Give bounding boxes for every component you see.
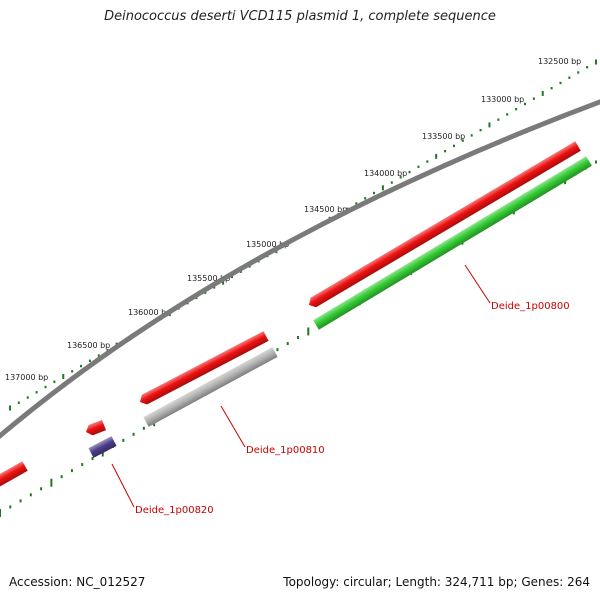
feature-gene-1p00820 <box>86 419 106 436</box>
feature-shape <box>140 331 269 405</box>
feature-cds-1p00800 <box>313 156 592 330</box>
accession-text: Accession: NC_012527 <box>9 575 146 589</box>
feature-other-1p00820 <box>88 436 117 458</box>
label-leader-line <box>111 463 135 508</box>
map-title: Deinococcus deserti VCD115 plasmid 1, co… <box>104 9 496 24</box>
scale-label: 135000 bp <box>246 240 289 249</box>
feature-gene-partial <box>0 461 28 488</box>
scale-label: 137000 bp <box>5 373 48 382</box>
backbone-circle <box>0 99 600 440</box>
scale-label: 134000 bp <box>364 169 407 178</box>
feature-shape <box>313 156 592 330</box>
backbone-track <box>0 99 600 440</box>
feature-labels: Deide_1p00800 Deide_1p00810 Deide_1p00820 <box>111 264 570 516</box>
scale-label: 136500 bp <box>67 341 110 350</box>
gene-label: Deide_1p00820 <box>135 505 214 516</box>
scale-label: 136000 bp <box>128 308 171 317</box>
feature-shape <box>88 436 117 458</box>
scale-label: 135500 bp <box>187 274 230 283</box>
gene-label: Deide_1p00810 <box>246 445 325 456</box>
feature-misc-1p00810 <box>143 347 278 427</box>
gene-label: Deide_1p00800 <box>491 301 570 312</box>
feature-shape <box>86 419 106 436</box>
feature-gene-1p00810 <box>140 331 269 405</box>
feature-shape <box>309 141 581 308</box>
label-leader-line <box>220 405 246 448</box>
feature-shape <box>143 347 278 427</box>
sequence-summary: Topology: circular; Length: 324,711 bp; … <box>283 575 590 589</box>
label-leader-line <box>464 264 491 304</box>
scale-label: 133000 bp <box>481 95 524 104</box>
scale-label: 133500 bp <box>422 132 465 141</box>
scale-label: 132500 bp <box>538 57 581 66</box>
feature-shape <box>0 461 28 488</box>
feature-track <box>0 141 592 488</box>
scale-label: 134500 bp <box>304 205 347 214</box>
feature-gene-1p00800 <box>309 141 581 308</box>
